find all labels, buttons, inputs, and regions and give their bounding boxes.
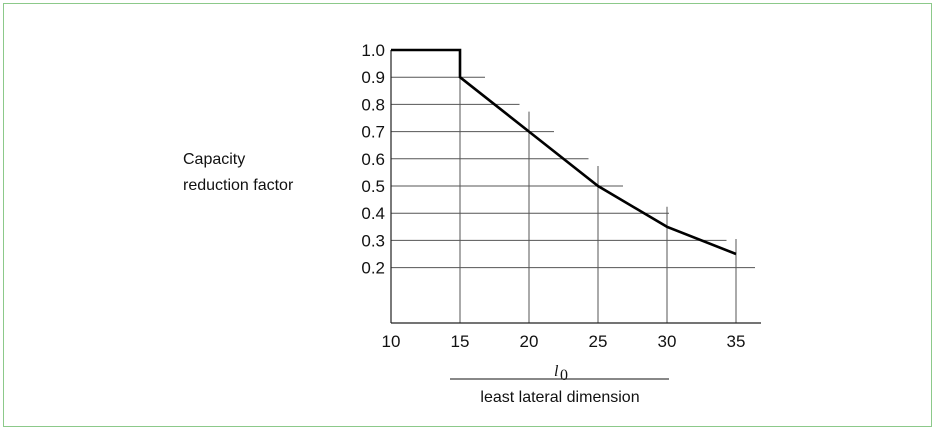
y-tick-label: 0.6 [361,150,385,169]
y-tick-label: 0.3 [361,231,385,250]
y-axis-label-line-2: reduction factor [183,177,294,194]
x-axis-label-numerator: l [554,363,559,380]
series-line [391,48,737,256]
y-tick-label: 0.2 [361,259,385,278]
figure-frame [3,3,932,427]
x-tick-label: 35 [727,332,746,351]
y-tick-label: 0.7 [361,123,385,142]
x-tick-label: 25 [589,332,608,351]
y-tick-label: 0.4 [361,204,385,223]
y-tick-label: 1.0 [361,41,385,60]
x-tick-label: 30 [658,332,677,351]
x-tick-label: 15 [451,332,470,351]
y-tick-label: 0.9 [361,68,385,87]
x-tick-labels: 10 15 20 25 30 35 [382,332,746,351]
x-tick-label: 10 [382,332,401,351]
y-tick-labels: 1.0 0.9 0.8 0.7 0.6 0.5 0.4 0.3 0.2 [361,41,385,278]
x-tick-label: 20 [520,332,539,351]
y-axis-label-line-1: Capacity [183,151,245,168]
x-axis-label-subscript: 0 [560,367,568,384]
series-group [391,48,737,256]
y-tick-label: 0.8 [361,95,385,114]
axes [390,50,761,324]
x-axis-label-denominator: least lateral dimension [480,389,639,406]
grid-lines [391,49,755,323]
y-tick-label: 0.5 [361,177,385,196]
